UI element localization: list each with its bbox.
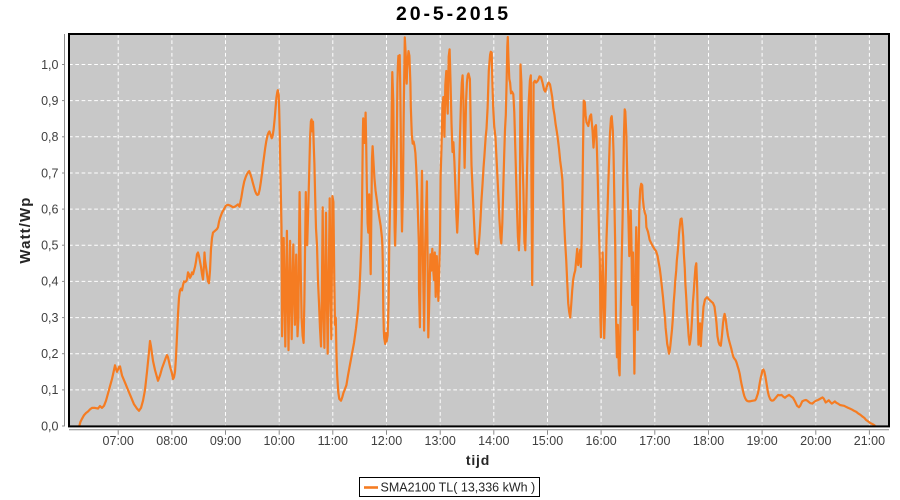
svg-text:0,2: 0,2	[41, 347, 58, 361]
svg-text:18:00: 18:00	[693, 434, 724, 448]
svg-text:07:00: 07:00	[103, 434, 134, 448]
svg-text:Watt/Wp: Watt/Wp	[17, 196, 34, 263]
svg-text:0,6: 0,6	[41, 202, 58, 216]
svg-text:14:00: 14:00	[478, 434, 509, 448]
svg-text:08:00: 08:00	[156, 434, 187, 448]
svg-text:09:00: 09:00	[210, 434, 241, 448]
svg-text:21:00: 21:00	[854, 434, 885, 448]
svg-text:11:00: 11:00	[318, 434, 348, 448]
svg-text:1,0: 1,0	[41, 58, 58, 72]
svg-text:16:00: 16:00	[585, 434, 616, 448]
svg-text:0,0: 0,0	[41, 419, 58, 433]
svg-text:0,4: 0,4	[41, 275, 58, 289]
svg-text:12:00: 12:00	[371, 434, 402, 448]
svg-text:17:00: 17:00	[639, 434, 670, 448]
svg-text:20:00: 20:00	[800, 434, 831, 448]
svg-text:0,5: 0,5	[41, 239, 58, 253]
svg-text:13:00: 13:00	[425, 434, 456, 448]
svg-text:15:00: 15:00	[532, 434, 563, 448]
svg-text:SMA2100 TL( 13,336 kWh ): SMA2100 TL( 13,336 kWh )	[381, 481, 536, 495]
svg-text:0,1: 0,1	[41, 383, 58, 397]
svg-text:0,8: 0,8	[41, 130, 58, 144]
svg-text:tijd: tijd	[466, 452, 490, 468]
svg-text:20-5-2015: 20-5-2015	[396, 3, 511, 25]
svg-text:0,9: 0,9	[41, 94, 58, 108]
svg-text:10:00: 10:00	[264, 434, 295, 448]
svg-text:0,3: 0,3	[41, 311, 58, 325]
svg-text:0,7: 0,7	[41, 166, 58, 180]
svg-text:19:00: 19:00	[746, 434, 777, 448]
